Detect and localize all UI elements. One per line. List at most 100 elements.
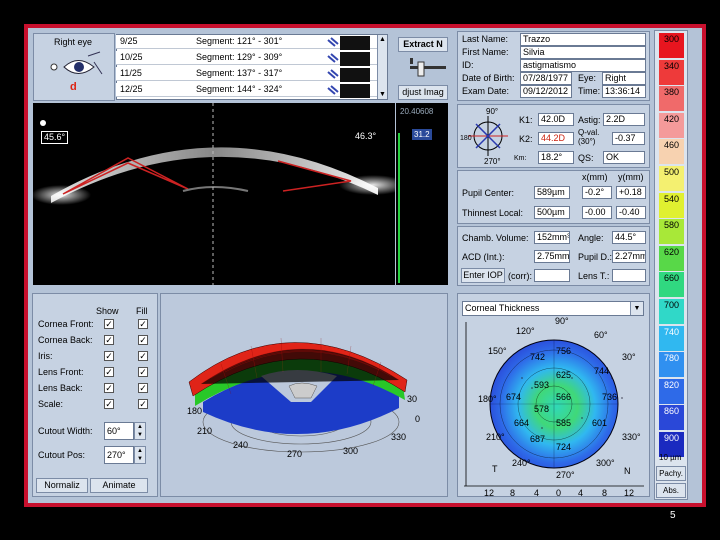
fill-header: Fill — [136, 306, 148, 316]
side-value-2: 31.2 — [412, 129, 432, 140]
x-tick: 4 — [578, 488, 584, 498]
iris-label: Iris: — [38, 351, 53, 361]
pupil-y-field[interactable]: +0.18 — [616, 186, 646, 199]
eye-side-field[interactable]: Right — [602, 72, 646, 85]
tick-30: 30 — [407, 394, 418, 404]
angle-field[interactable]: 44.5° — [612, 231, 646, 244]
lens-t-label: Lens T.: — [578, 271, 610, 281]
thickness-value: 578 — [534, 404, 550, 414]
thinnest-x-field[interactable]: -0.00 — [582, 206, 612, 219]
green-profile-line — [398, 133, 400, 283]
qval-field[interactable]: -0.37 — [612, 132, 645, 145]
scale-step: 780 — [659, 352, 684, 378]
cutout-pos-field[interactable]: 270° — [104, 446, 134, 464]
k2-field[interactable]: 44.2D — [538, 132, 574, 145]
tick-330: 330 — [391, 432, 407, 442]
segment-range: Segment: 144° - 324° — [196, 84, 283, 94]
chamber-volume-field[interactable]: 152mm³ — [534, 231, 570, 244]
thinnest-field[interactable]: 500µm — [534, 206, 570, 219]
thickness-value: 742 — [530, 352, 546, 362]
axis-field[interactable]: 18.2° — [538, 151, 574, 164]
thickness-value: 756 — [556, 346, 572, 356]
k1-field[interactable]: 42.0D — [538, 113, 574, 126]
scroll-up-icon[interactable]: ▲ — [379, 36, 386, 43]
chevron-down-icon[interactable]: ▼ — [630, 302, 643, 315]
thickness-value: 736 — [602, 392, 618, 402]
thickness-value: 744 — [594, 366, 610, 376]
segment-scrollbar[interactable]: ▲ ▼ — [377, 35, 387, 99]
3d-model-panel[interactable]: 180 210 240 270 300 330 30 0 — [160, 293, 448, 497]
segment-range: Segment: 121° - 301° — [196, 36, 283, 46]
scale-step: 900 — [659, 432, 684, 457]
k1-label: K1: — [519, 115, 533, 125]
pupil-center-label: Pupil Center: — [462, 188, 515, 198]
cutout-width-spinner[interactable]: ▲ ▼ — [134, 422, 146, 440]
fill-checkbox[interactable]: ✓ — [138, 335, 148, 345]
scale-step-value: 900 — [663, 433, 680, 443]
id-field[interactable]: astigmatismo — [520, 59, 646, 72]
show-checkbox[interactable]: ✓ — [104, 335, 114, 345]
show-checkbox[interactable]: ✓ — [104, 383, 114, 393]
astig-field[interactable]: 2.2D — [603, 113, 645, 126]
time-field[interactable]: 13:36:14 — [602, 85, 646, 98]
scale-label: Scale: — [38, 399, 64, 409]
adjust-image-button[interactable]: djust Imag — [398, 85, 448, 100]
pupil-x-field[interactable]: -0.2° — [582, 186, 612, 199]
cutout-pos-label: Cutout Pos: — [38, 450, 86, 460]
brightness-slider[interactable] — [400, 56, 450, 86]
scale-step-value: 340 — [663, 60, 680, 71]
cutout-pos-spinner[interactable]: ▲ ▼ — [134, 446, 146, 464]
segment-row[interactable]: 10/25 Segment: 129° - 309° — [116, 51, 377, 65]
eye-icon[interactable] — [46, 50, 106, 90]
angle-180: 180° — [478, 394, 497, 404]
lens-back-label: Lens Back: — [38, 383, 83, 393]
eye-label: Right eye — [54, 37, 93, 47]
segment-row[interactable]: 12/25 Segment: 144° - 324° — [116, 83, 377, 97]
acd-field[interactable]: 2.75mm — [534, 250, 570, 263]
qs-field[interactable]: OK — [603, 151, 645, 164]
time-label: Time: — [578, 86, 601, 96]
fill-checkbox[interactable]: ✓ — [138, 383, 148, 393]
first-name-field[interactable]: Silvia — [520, 46, 646, 59]
show-checkbox[interactable]: ✓ — [104, 319, 114, 329]
cornea-back-label: Cornea Back: — [38, 335, 93, 345]
segment-row[interactable]: 9/25 Segment: 121° - 301° — [116, 35, 377, 49]
thickness-map[interactable] — [462, 318, 646, 498]
k2-label: K2: — [519, 134, 533, 144]
show-checkbox[interactable]: ✓ — [104, 399, 114, 409]
pupil-center-field[interactable]: 589µm — [534, 186, 570, 199]
lens-t-field[interactable] — [612, 269, 646, 282]
scale-step-value: 740 — [663, 326, 680, 337]
enter-iop-button[interactable]: Enter IOP — [461, 268, 505, 283]
show-checkbox[interactable]: ✓ — [104, 351, 114, 361]
dob-label: Date of Birth: — [462, 73, 515, 83]
fill-checkbox[interactable]: ✓ — [138, 367, 148, 377]
iop-corr-field[interactable] — [534, 269, 570, 282]
cutout-width-field[interactable]: 60° — [104, 422, 134, 440]
scale-unit: 10 µm — [659, 453, 682, 462]
normalize-button[interactable]: Normaliz — [36, 478, 88, 493]
thinnest-y-field[interactable]: -0.40 — [616, 206, 646, 219]
extract-button[interactable]: Extract N — [398, 37, 448, 52]
tick-180: 180 — [187, 406, 203, 416]
animate-button[interactable]: Animate — [90, 478, 148, 493]
segment-row[interactable]: 11/25 Segment: 137° - 317° — [116, 67, 377, 81]
exam-date-field[interactable]: 09/12/2012 — [520, 85, 572, 98]
pachy-scale-button[interactable]: Pachy. — [656, 466, 686, 481]
pupil-d-field[interactable]: 2.27mm — [612, 250, 646, 263]
scroll-down-icon[interactable]: ▼ — [379, 91, 386, 98]
show-checkbox[interactable]: ✓ — [104, 367, 114, 377]
fill-checkbox[interactable]: ✓ — [138, 399, 148, 409]
tick-0: 0 — [415, 414, 421, 424]
km-label: Km: — [514, 155, 527, 162]
abs-scale-button[interactable]: Abs. — [656, 483, 686, 498]
last-name-field[interactable]: Trazzo — [520, 33, 646, 46]
scale-step-value: 860 — [663, 406, 680, 417]
scale-step-value: 300 — [663, 34, 680, 44]
x-tick: 0 — [556, 488, 562, 498]
3d-cornea-model[interactable] — [161, 294, 449, 498]
dob-field[interactable]: 07/28/1977 — [520, 72, 572, 85]
map-type-dropdown[interactable]: Corneal Thickness — [462, 301, 644, 316]
fill-checkbox[interactable]: ✓ — [138, 319, 148, 329]
fill-checkbox[interactable]: ✓ — [138, 351, 148, 361]
